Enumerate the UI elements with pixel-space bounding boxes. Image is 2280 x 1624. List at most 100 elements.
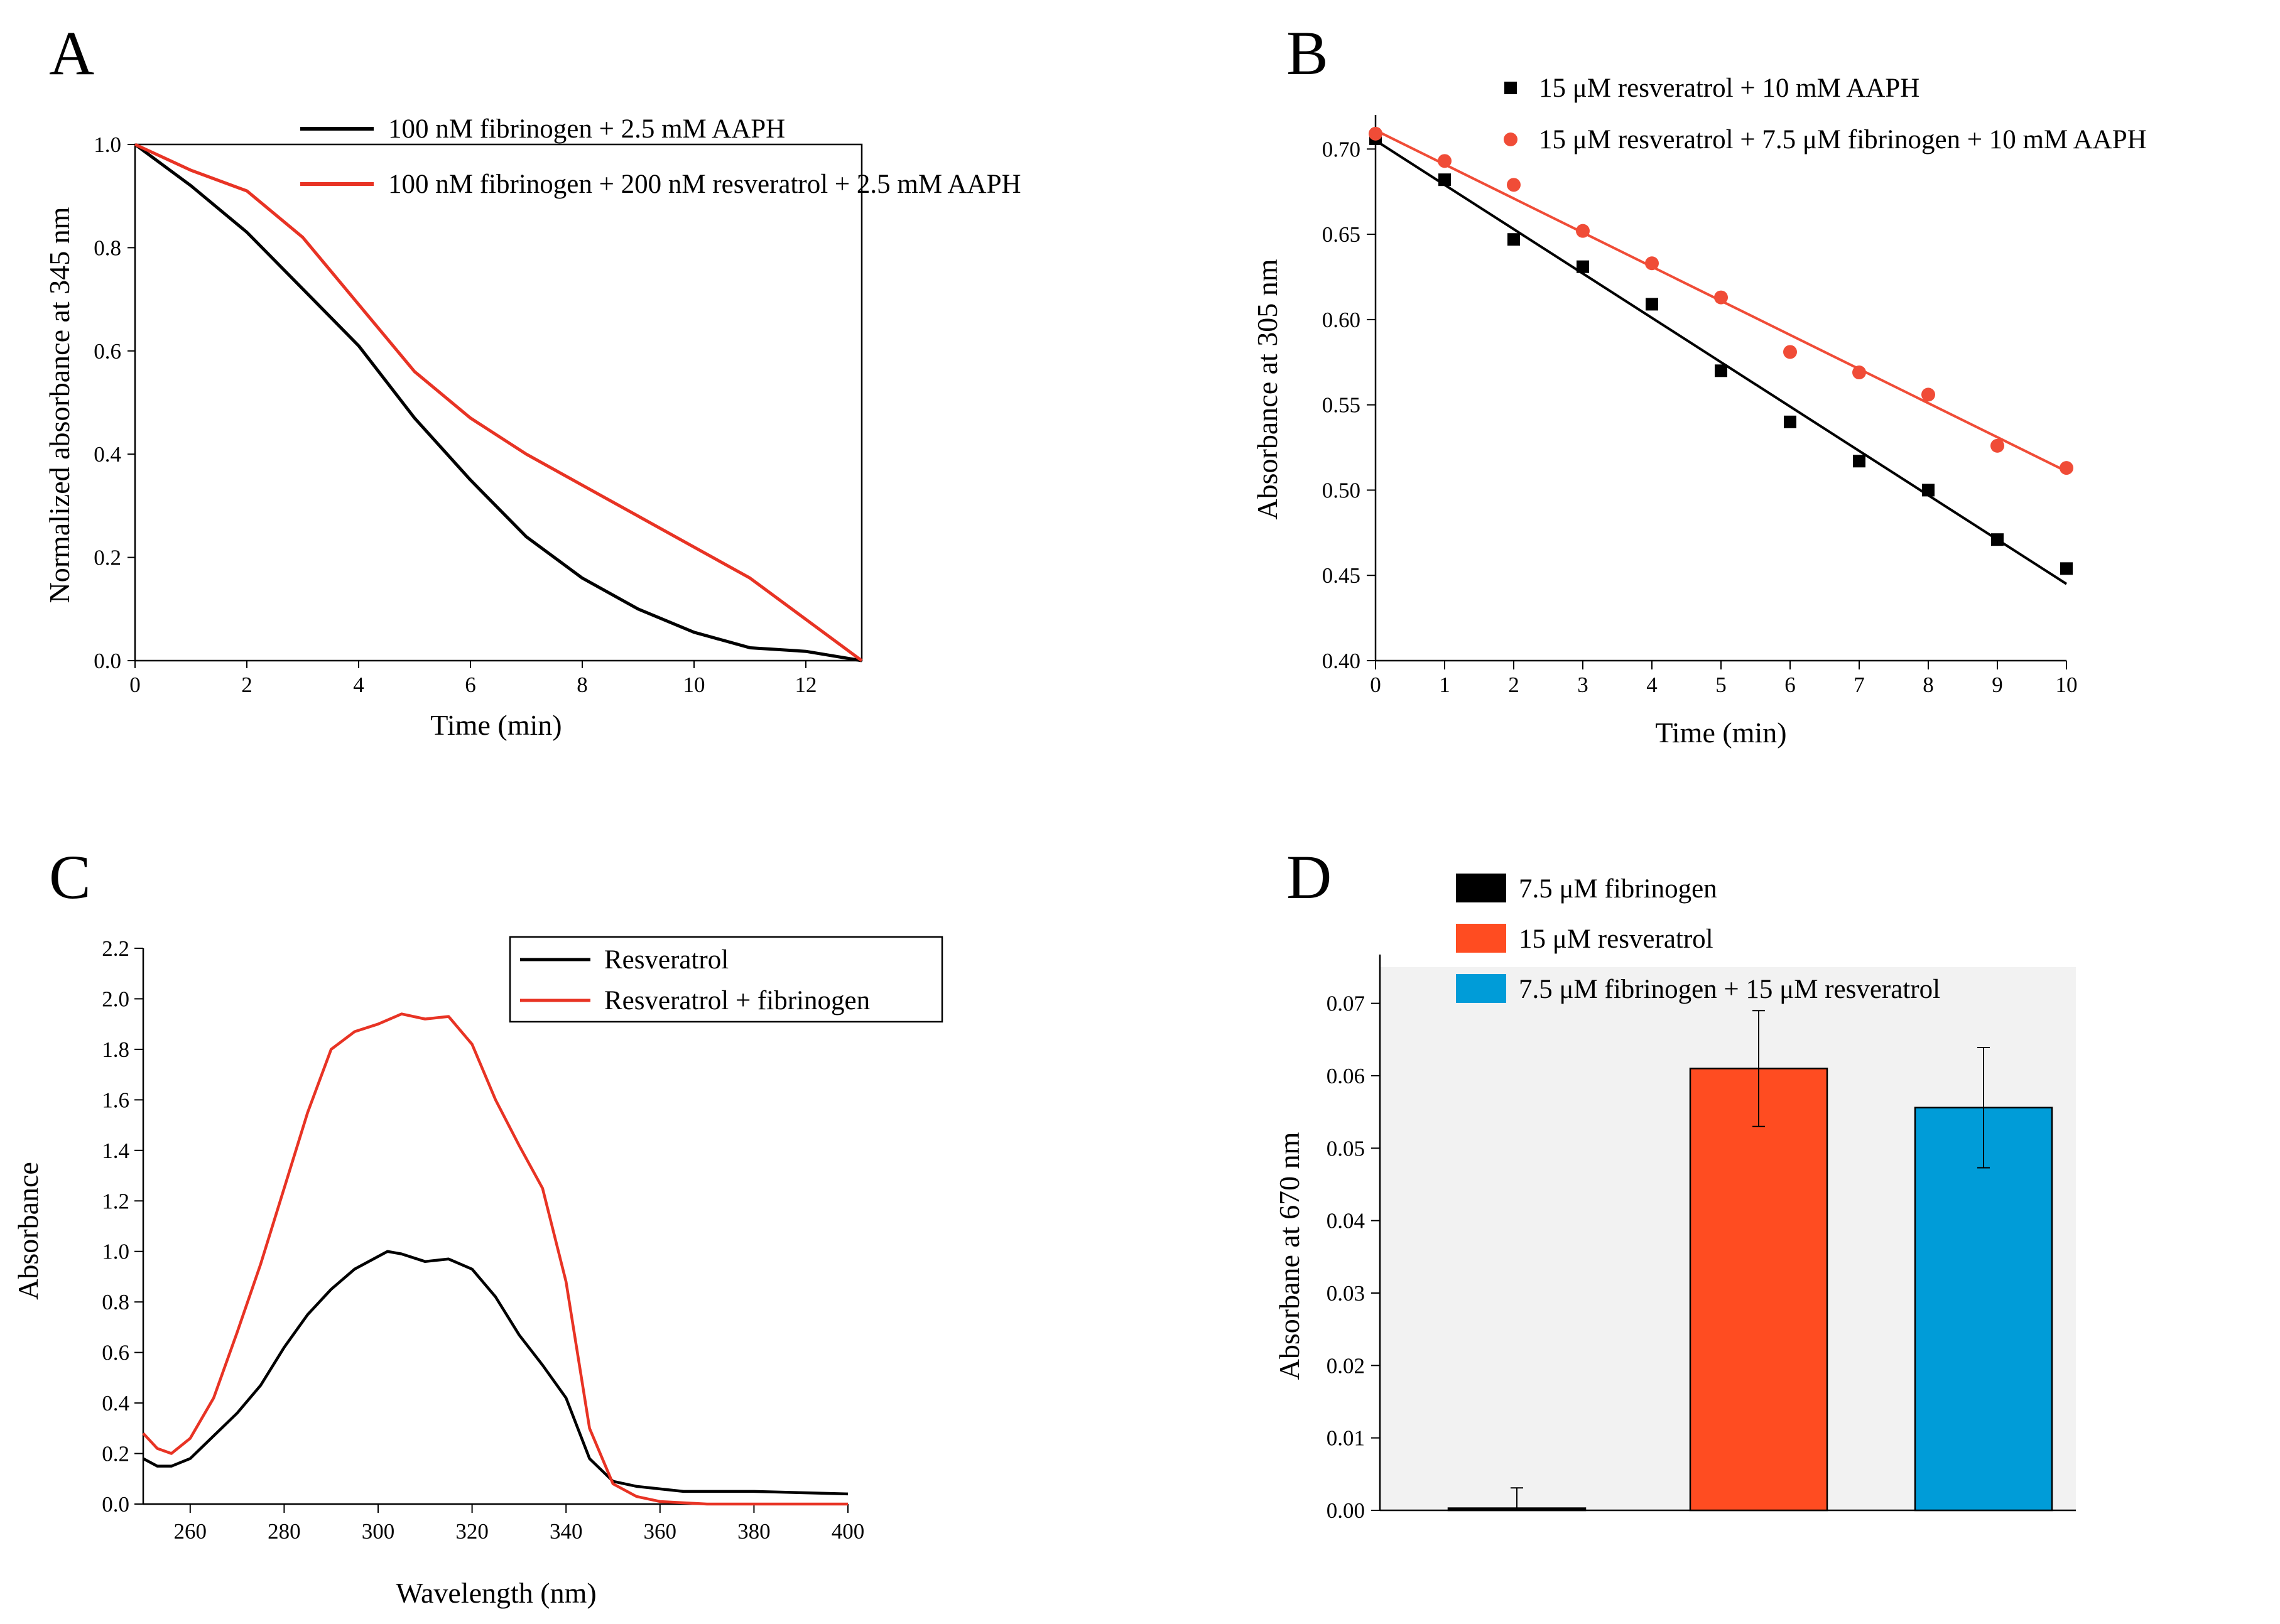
panel-a-series-line-2 (134, 143, 863, 663)
panel-b-point-s2 (1645, 256, 1659, 271)
panel-b-point-s1 (2060, 562, 2073, 575)
panel-b-point-s1 (1784, 415, 1796, 428)
panel-d-y-tick-label: 0.07 (1327, 992, 1365, 1016)
panel-d-y-tick-label: 0.00 (1327, 1498, 1365, 1523)
panel-b-legend-marker-2 (1504, 133, 1517, 146)
panel-d-legend-label-3: 7.5 μM fibrinogen + 15 μM resveratrol (1519, 975, 1940, 1004)
panel-c-y-tick-label: 2.0 (102, 987, 129, 1011)
panel-c-y-tick-label: 0.6 (102, 1341, 129, 1365)
panel-c-x-tick-label: 400 (832, 1519, 865, 1544)
panel-a-x-tick-label: 2 (241, 673, 252, 697)
panel-d-y-tick-label: 0.05 (1327, 1136, 1365, 1161)
panel-d-y-tick-label: 0.01 (1327, 1426, 1365, 1451)
panel-a-y-tick-label: 0.2 (94, 546, 121, 570)
panel-c-legend-label-2: Resveratrol + fibrinogen (604, 986, 870, 1015)
panel-a-y-tick-label: 0.4 (94, 442, 121, 467)
panel-b-legend-label-1: 15 μM resveratrol + 10 mM AAPH (1539, 73, 1919, 103)
panel-b-point-s2 (1714, 290, 1728, 305)
panel-d-y-tick-label: 0.02 (1327, 1353, 1365, 1378)
panel-d-legend-label-1: 7.5 μM fibrinogen (1519, 874, 1717, 904)
panel-d-ylabel: Absorbane at 670 nm (1273, 1132, 1305, 1380)
panel-a-ylabel: Normalized absorbance at 345 nm (43, 207, 75, 603)
panel-d-legend-swatch-2 (1456, 924, 1506, 953)
panel-a-series-line-1 (134, 143, 862, 663)
panel-b-y-tick-label: 0.40 (1322, 649, 1360, 673)
panel-a-x-tick-label: 10 (683, 673, 705, 697)
panel-letter-a: A (49, 18, 94, 88)
panel-c-x-tick-label: 360 (644, 1519, 677, 1544)
chart-panel-d: 0.00 0.01 0.02 0.03 0.04 0.05 0.06 0.07 7.5 μM f… (1327, 874, 2076, 1523)
panel-c-y-tick-label: 1.0 (102, 1240, 129, 1264)
panel-d-legend-label-2: 15 μM resveratrol (1519, 924, 1713, 954)
panel-b-point-s1 (1991, 533, 2004, 546)
panel-b-point-s2 (1507, 178, 1521, 192)
panel-b-y-tick-label: 0.65 (1322, 222, 1360, 247)
panel-b-x-tick-label: 1 (1439, 673, 1450, 697)
chart-panel-b: 0 1 2 3 4 5 6 7 8 9 10 0.40 0.45 0.50 0.55 0.60 0.65 0.70… (1322, 73, 2147, 697)
panel-c-y-tick-label: 1.8 (102, 1037, 129, 1062)
panel-a-y-tick-label: 1.0 (94, 133, 121, 157)
panel-b-point-s1 (1507, 233, 1520, 246)
panel-c-ylabel: Absorbance (12, 1162, 44, 1300)
panel-b-point-s2 (1438, 154, 1452, 168)
panel-d-y-tick-label: 0.04 (1327, 1209, 1365, 1233)
panel-c-x-tick-label: 320 (455, 1519, 489, 1544)
panel-c-x-tick-label: 260 (174, 1519, 207, 1544)
panel-b-y-tick-label: 0.55 (1322, 393, 1360, 418)
panel-b-x-tick-label: 7 (1854, 673, 1865, 697)
panel-b-y-tick-label: 0.50 (1322, 478, 1360, 502)
panel-c-x-tick-label: 300 (362, 1519, 395, 1544)
panel-a-x-tick-label: 12 (795, 673, 817, 697)
panel-a-x-tick-label: 8 (577, 673, 588, 697)
panel-c-y-tick-label: 1.6 (102, 1088, 129, 1112)
panel-b-x-tick-label: 10 (2056, 673, 2078, 697)
panel-b-point-s2 (1921, 387, 1935, 402)
panel-a-axes-frame (134, 143, 863, 662)
panel-a-y-tick-label: 0.8 (94, 235, 121, 260)
panel-a-y-tick-label: 0.6 (94, 339, 121, 364)
panel-b-x-tick-label: 9 (1992, 673, 2003, 697)
panel-b-point-s2 (1369, 126, 1382, 141)
panel-b-ylabel: Absorbance at 305 nm (1251, 259, 1283, 519)
panel-a-legend-label-1: 100 nM fibrinogen + 2.5 mM AAPH (388, 114, 785, 144)
panel-b-x-tick-label: 8 (1923, 673, 1934, 697)
panel-c-y-tick-label: 2.2 (102, 936, 129, 961)
panel-b-legend-label-2: 15 μM resveratrol + 7.5 μM fibrinogen + … (1539, 125, 2147, 154)
panel-b-xlabel: Time (min) (1655, 717, 1786, 749)
panel-b-x-tick-label: 4 (1646, 673, 1658, 697)
panel-letter-b: B (1286, 18, 1328, 88)
panel-b-point-s2 (1783, 345, 1797, 359)
panel-c-y-tick-label: 1.2 (102, 1189, 129, 1213)
panel-a-x-tick-label: 0 (129, 673, 141, 697)
panel-b-point-s1 (1715, 364, 1727, 377)
panel-c-legend-box (509, 936, 943, 1023)
panel-c-x-tick-label: 380 (737, 1519, 771, 1544)
panel-b-point-s1 (1853, 455, 1865, 468)
panel-d-y-tick-label: 0.06 (1327, 1064, 1365, 1088)
panel-c-y-tick-label: 0.4 (102, 1391, 129, 1416)
panel-b-point-s1 (1646, 298, 1658, 311)
panel-c-y-tick-label: 0.8 (102, 1290, 129, 1314)
panel-a-legend-label-2: 100 nM fibrinogen + 200 nM resveratrol +… (388, 170, 1021, 199)
panel-b-point-s1 (1438, 173, 1451, 187)
panel-d-legend-swatch-3 (1456, 974, 1506, 1003)
panel-b-point-s2 (1852, 365, 1866, 380)
chart-panel-a: 0 2 4 6 8 10 12 0.0 0.2 0.4 0.6 0.8 1.0 100 nM fibrin… (94, 114, 1021, 697)
panel-b-x-tick-label: 3 (1577, 673, 1588, 697)
panel-c-y-tick-label: 0.0 (102, 1492, 129, 1517)
panel-b-point-s2 (2060, 461, 2073, 475)
panel-d-bar-2 (1689, 1068, 1828, 1512)
panel-c-xlabel: Wavelength (nm) (396, 1577, 596, 1609)
panel-b-y-tick-label: 0.45 (1322, 563, 1360, 588)
panel-b-x-tick-label: 2 (1508, 673, 1519, 697)
panel-letter-c: C (49, 842, 91, 912)
panel-c-series-line-2 (142, 1012, 848, 1506)
panel-b-x-tick-label: 5 (1715, 673, 1727, 697)
panel-d-legend-swatch-1 (1456, 874, 1506, 902)
panel-b-point-s2 (1576, 224, 1590, 238)
panel-c-x-tick-label: 280 (268, 1519, 301, 1544)
panel-b-point-s1 (1922, 484, 1935, 497)
panel-b-x-tick-label: 0 (1370, 673, 1381, 697)
panel-a-y-tick-label: 0.0 (94, 649, 121, 673)
panel-b-y-tick-label: 0.60 (1322, 308, 1360, 332)
